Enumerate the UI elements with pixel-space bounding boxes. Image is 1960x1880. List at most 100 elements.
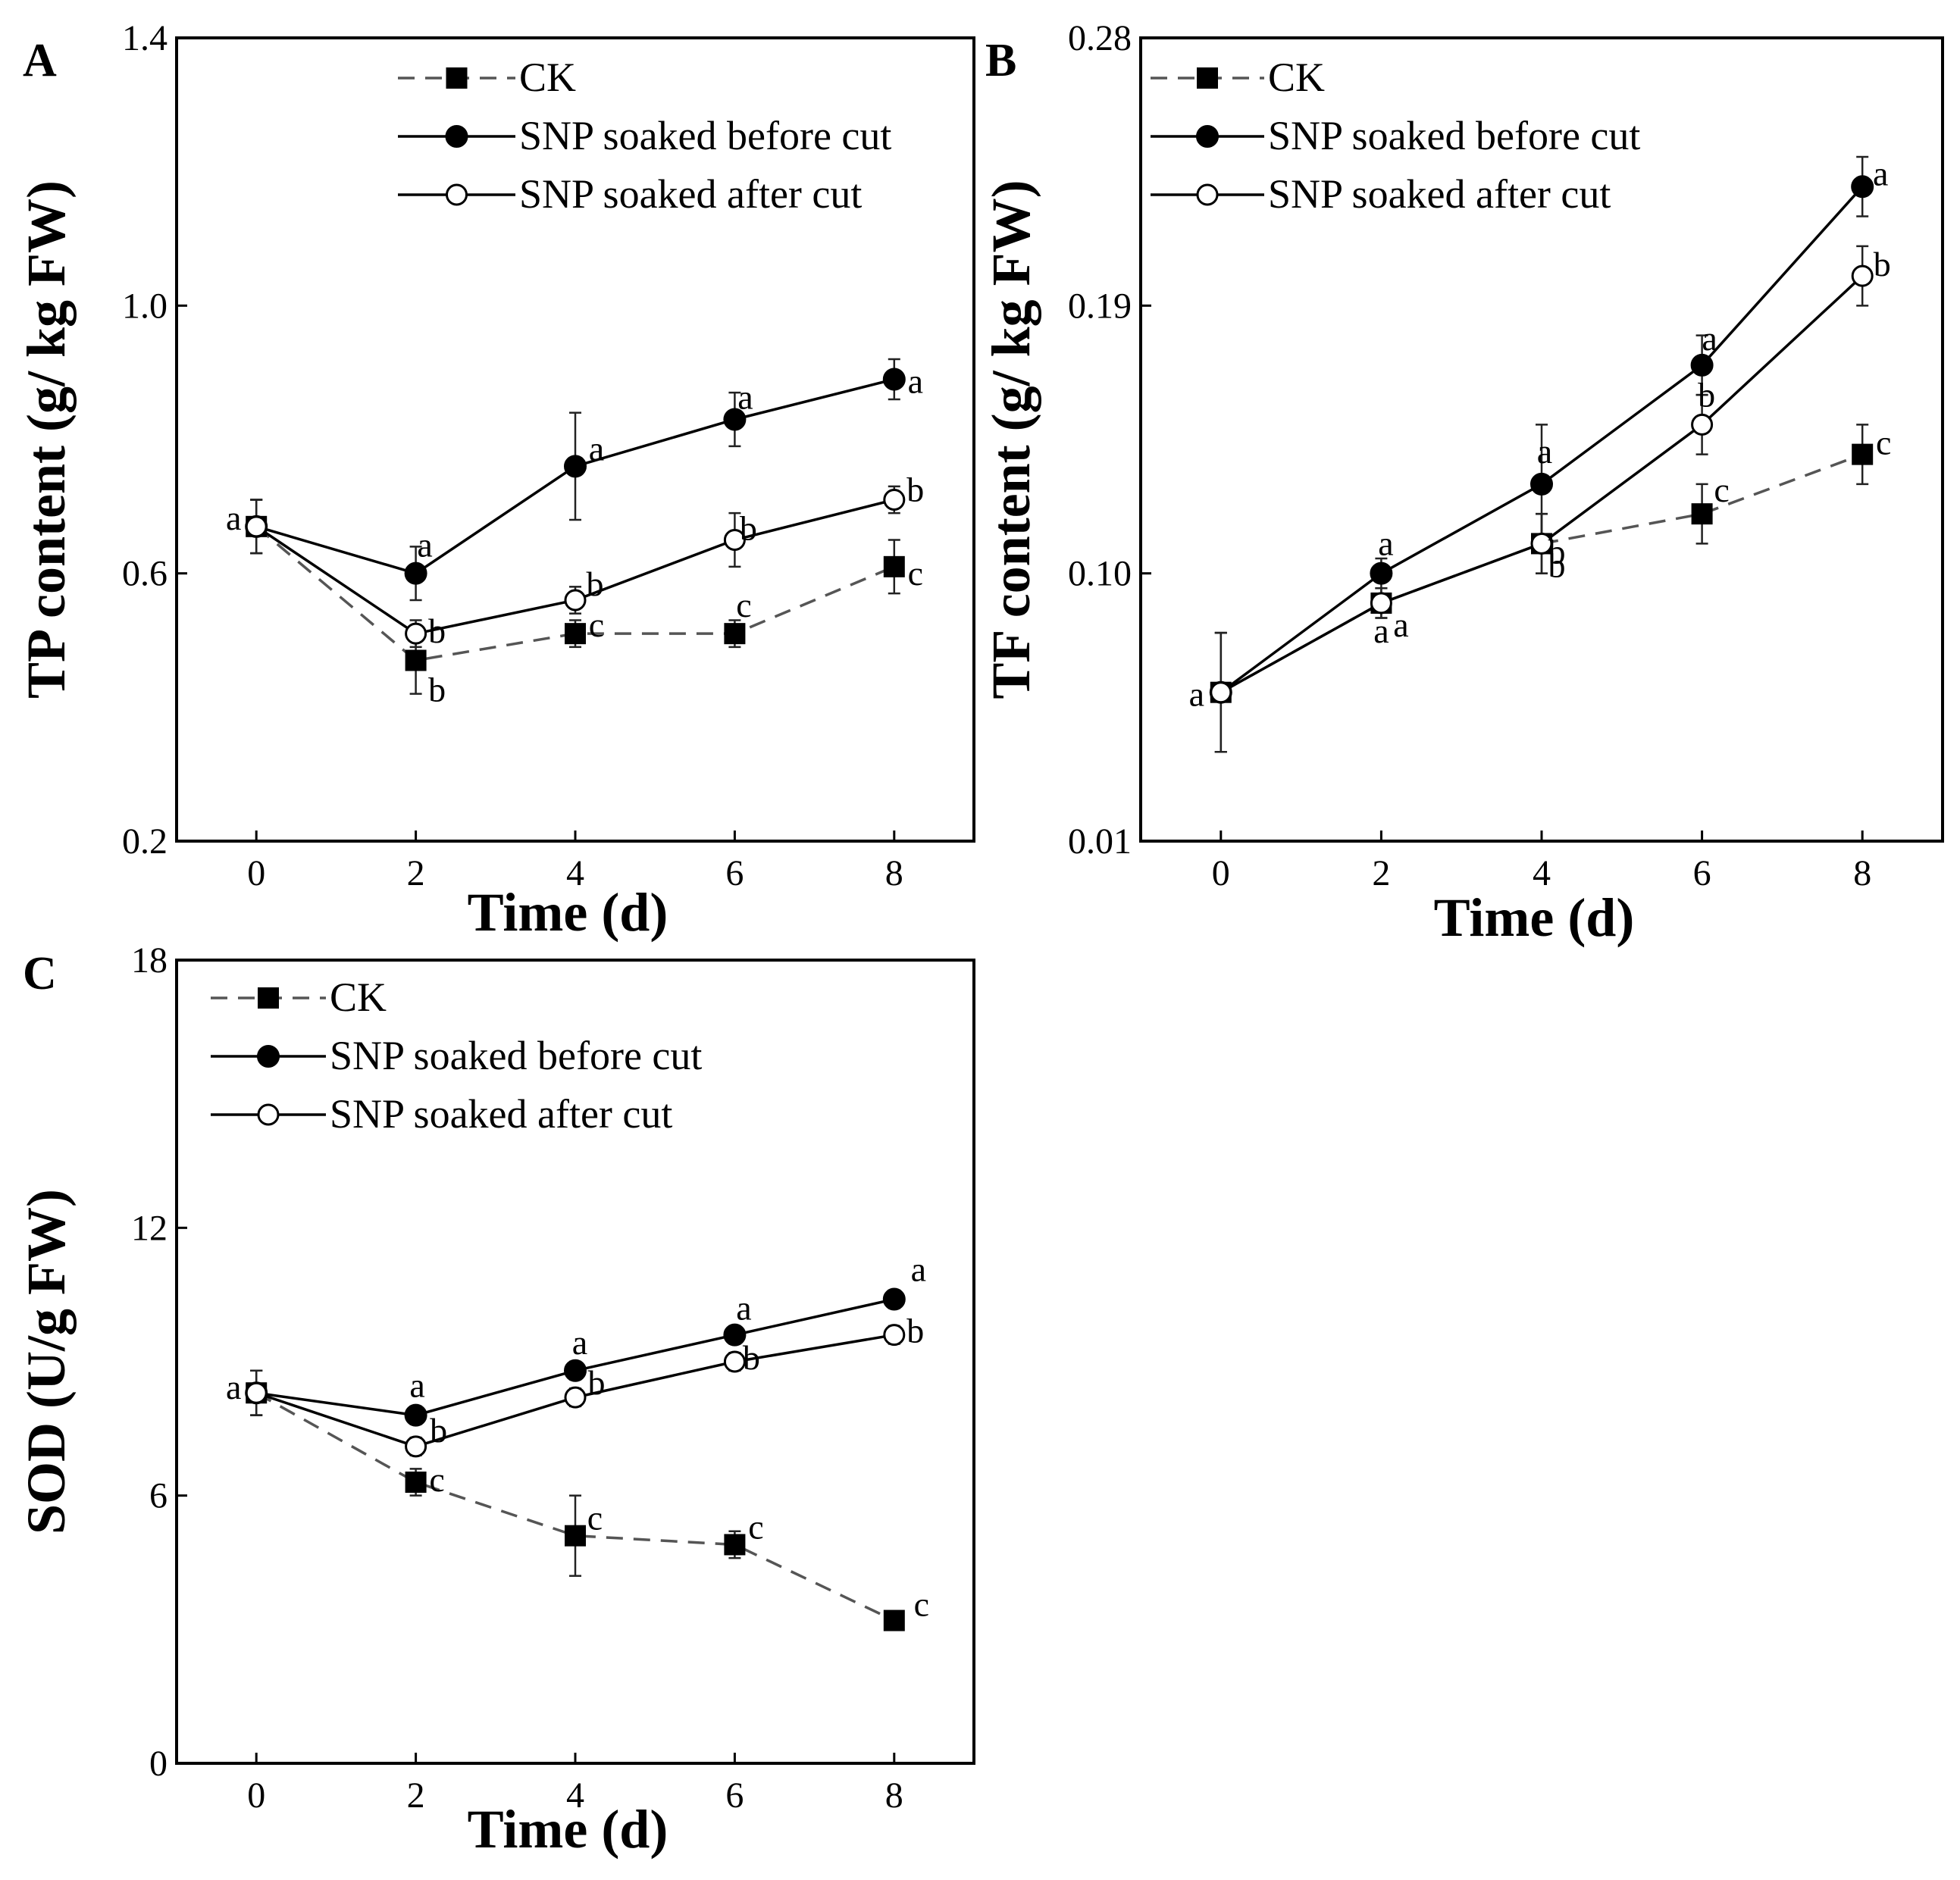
significance-letter: a [908, 362, 923, 401]
x-tick-label: 6 [725, 853, 744, 893]
panel-label: A [23, 35, 57, 86]
legend-label: SNP soaked before cut [519, 113, 891, 158]
x-tick-label: 2 [407, 1775, 425, 1816]
data-point-ck [724, 623, 746, 645]
significance-letter: b [428, 612, 446, 650]
data-point-snp-before-cut [723, 1323, 747, 1347]
significance-letter: a [1873, 154, 1888, 192]
data-point-ck [565, 623, 586, 645]
legend-label: SNP soaked before cut [330, 1033, 702, 1078]
legend-marker [446, 67, 468, 89]
data-point-ck [565, 1525, 586, 1547]
y-tick-label: 0.19 [1068, 286, 1132, 326]
legend-label: CK [330, 974, 387, 1020]
significance-letter: c [736, 586, 751, 624]
y-tick-label: 0.10 [1068, 554, 1132, 594]
data-point-snp-after-cut [1210, 681, 1232, 704]
significance-letter: b [430, 1411, 447, 1450]
data-point-snp-after-cut [564, 1386, 587, 1409]
legend-label: CK [519, 55, 576, 100]
data-point-ck [883, 1609, 905, 1631]
significance-letter: a [417, 526, 432, 565]
panel-a: A 0 2 4 6 8 0.2 0.6 1.0 1.4 Time (d) TP content (g/… [16, 18, 975, 943]
x-tick-label: 8 [1853, 853, 1871, 893]
data-point-ck [724, 1534, 746, 1556]
data-point-snp-after-cut [883, 1324, 906, 1347]
significance-letter: b [906, 471, 924, 509]
y-tick-label: 18 [131, 940, 168, 981]
legend-marker [1196, 183, 1219, 206]
y-tick-label: 6 [149, 1476, 168, 1516]
significance-letter: a [1702, 319, 1717, 358]
significance-letter: b [743, 1338, 760, 1377]
x-tick-label: 2 [1372, 853, 1390, 893]
x-tick-label: 4 [566, 853, 584, 893]
x-tick-label: 6 [725, 1775, 744, 1816]
significance-letter: a [1373, 612, 1389, 650]
x-tick-label: 8 [885, 853, 903, 893]
data-point-snp-after-cut [405, 622, 427, 645]
panel-c: C 0 2 4 6 8 0 6 12 18 Time (d) SOD (U/g FW) c c c c a a a a… [16, 940, 975, 1860]
significance-letter: c [587, 1499, 603, 1537]
significance-letter: a [1378, 524, 1393, 563]
significance-letter: a [409, 1366, 424, 1405]
significance-letter: a [226, 499, 241, 537]
significance-letter: b [587, 565, 604, 603]
data-point-snp-after-cut [1851, 264, 1874, 287]
significance-letter: a [589, 429, 604, 468]
panel-b: B 0 2 4 6 8 0.01 0.10 0.19 0.28 Time (d) TF content… [981, 18, 1944, 948]
legend-marker [445, 125, 468, 148]
significance-letter: a [1189, 675, 1204, 714]
data-point-snp-after-cut [723, 1350, 746, 1373]
significance-letter: c [1714, 471, 1729, 509]
legend-label: SNP soaked after cut [330, 1091, 672, 1137]
data-point-snp-after-cut [883, 489, 906, 511]
legend-marker [258, 987, 279, 1009]
x-axis-label: Time (d) [468, 882, 668, 943]
significance-letter: a [911, 1250, 926, 1289]
data-point-snp-after-cut [405, 1435, 427, 1458]
significance-letter: c [429, 1460, 444, 1499]
x-tick-label: 8 [885, 1775, 903, 1816]
data-point-ck [1852, 443, 1874, 465]
x-axis-label: Time (d) [468, 1799, 668, 1860]
data-point-ck [405, 1472, 427, 1493]
significance-letter: b [1548, 546, 1566, 584]
data-point-snp-before-cut [882, 1287, 906, 1311]
x-tick-label: 0 [1212, 853, 1230, 893]
series-line-ck [255, 1391, 895, 1622]
significance-letter: c [1876, 424, 1891, 462]
data-point-ck [1691, 503, 1713, 525]
y-tick-label: 0.28 [1068, 18, 1132, 58]
data-point-snp-after-cut [723, 529, 746, 551]
significance-letter: b [1548, 532, 1566, 571]
data-point-ck [405, 649, 427, 671]
x-tick-label: 0 [247, 1775, 265, 1816]
significance-letter: c [589, 605, 604, 644]
x-tick-label: 2 [407, 853, 425, 893]
y-tick-label: 12 [131, 1208, 168, 1248]
x-tick-label: 4 [1533, 853, 1551, 893]
x-tick-label: 0 [247, 853, 265, 893]
data-point-ck [883, 555, 905, 577]
y-axis-label: TP content (g/ kg FW) [16, 180, 77, 699]
significance-letter: b [1874, 245, 1891, 283]
x-tick-label: 4 [566, 1775, 584, 1816]
x-tick-label: 6 [1693, 853, 1711, 893]
data-point-snp-before-cut [723, 408, 747, 431]
data-point-snp-after-cut [564, 589, 587, 612]
significance-letter: b [740, 509, 757, 548]
data-point-snp-before-cut [1530, 472, 1553, 496]
data-point-snp-before-cut [1851, 175, 1874, 199]
legend-label: CK [1268, 55, 1325, 100]
y-axis-label: SOD (U/g FW) [16, 1189, 77, 1534]
significance-letter: b [588, 1363, 606, 1402]
data-point-snp-after-cut [1530, 532, 1553, 555]
y-tick-label: 0.6 [122, 554, 168, 594]
significance-letter: b [906, 1312, 924, 1350]
legend-label: SNP soaked after cut [1268, 171, 1611, 217]
significance-letter: c [914, 1585, 929, 1624]
y-tick-label: 0.2 [122, 821, 168, 862]
legend-label: SNP soaked after cut [519, 171, 862, 217]
